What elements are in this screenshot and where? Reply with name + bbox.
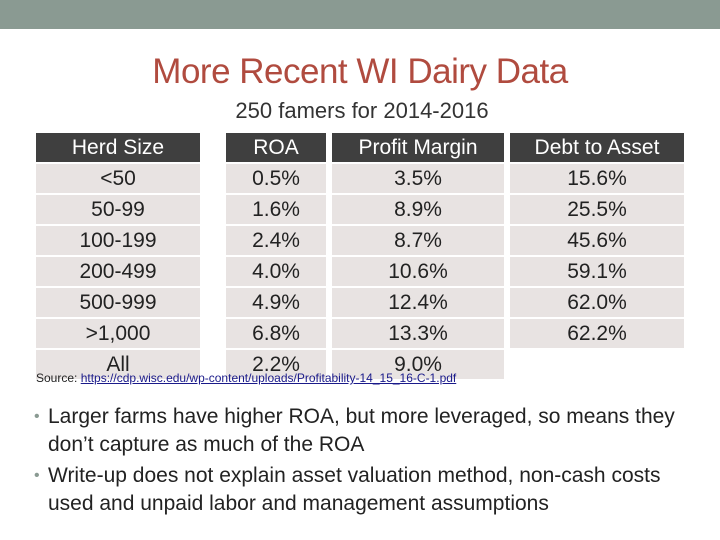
cell-herd-size: 200-499 (36, 256, 200, 288)
cell-herd-size: All (36, 349, 200, 381)
header-debt-to-asset: Debt to Asset (510, 133, 684, 164)
cell-debt-to-asset: 15.6% (510, 163, 684, 195)
cell-roa: 0.5% (226, 163, 326, 195)
cell-herd-size: 100-199 (36, 225, 200, 257)
source-label: Source: (36, 371, 78, 385)
table-row: 500-999 4.9% 12.4% 62.0% (36, 287, 684, 319)
cell-debt-to-asset (510, 349, 684, 381)
cell-debt-to-asset: 62.2% (510, 318, 684, 350)
bullet-item: • Larger farms have higher ROA, but more … (34, 403, 694, 459)
table-row: >1,000 6.8% 13.3% 62.2% (36, 318, 684, 350)
table-row: 100-199 2.4% 8.7% 45.6% (36, 225, 684, 257)
table-row: 200-499 4.0% 10.6% 59.1% (36, 256, 684, 288)
cell-roa: 1.6% (226, 194, 326, 226)
cell-profit-margin: 9.0% (332, 349, 504, 381)
cell-herd-size: <50 (36, 163, 200, 195)
bullet-text: Write-up does not explain asset valuatio… (48, 464, 661, 515)
table-row: <50 0.5% 3.5% 15.6% (36, 163, 684, 195)
cell-herd-size: 500-999 (36, 287, 200, 319)
cell-debt-to-asset: 45.6% (510, 225, 684, 257)
bullet-item: • Write-up does not explain asset valuati… (34, 462, 694, 518)
subtitle-text: 250 famers for 2014-2016 (235, 98, 489, 123)
cell-debt-to-asset: 59.1% (510, 256, 684, 288)
cell-roa: 6.8% (226, 318, 326, 350)
cell-profit-margin: 3.5% (332, 163, 504, 195)
cell-herd-size: >1,000 (36, 318, 200, 350)
cell-profit-margin: 8.7% (332, 225, 504, 257)
table-row: 50-99 1.6% 8.9% 25.5% (36, 194, 684, 226)
bullet-icon: • (34, 408, 40, 425)
source-link[interactable]: https://cdp.wisc.edu/wp-content/uploads/… (80, 371, 457, 385)
bullet-icon: • (34, 467, 40, 484)
bullet-text: Larger farms have higher ROA, but more l… (48, 405, 675, 456)
cell-debt-to-asset: 25.5% (510, 194, 684, 226)
header-profit-margin: Profit Margin (332, 133, 504, 164)
source-note: Source: https://cdp.wisc.edu/wp-content/… (36, 371, 456, 385)
slide-title: More Recent WI Dairy Data (152, 52, 568, 91)
cell-roa: 4.9% (226, 287, 326, 319)
header-roa: ROA (226, 133, 326, 164)
cell-roa: 2.4% (226, 225, 326, 257)
slide-subtitle: 250 famers for 2014-2016 (0, 98, 720, 124)
bullet-list: • Larger farms have higher ROA, but more … (34, 403, 694, 521)
table-row: All 2.2% 9.0% (36, 349, 684, 381)
top-band (0, 0, 720, 29)
cell-herd-size: 50-99 (36, 194, 200, 226)
cell-profit-margin: 10.6% (332, 256, 504, 288)
cell-profit-margin: 12.4% (332, 287, 504, 319)
cell-roa: 2.2% (226, 349, 326, 381)
table-header-row: Herd Size ROA Profit Margin Debt to Asse… (36, 133, 684, 164)
cell-roa: 4.0% (226, 256, 326, 288)
cell-profit-margin: 8.9% (332, 194, 504, 226)
dairy-data-table: Herd Size ROA Profit Margin Debt to Asse… (36, 133, 684, 381)
header-herd-size: Herd Size (36, 133, 200, 164)
cell-debt-to-asset: 62.0% (510, 287, 684, 319)
cell-profit-margin: 13.3% (332, 318, 504, 350)
